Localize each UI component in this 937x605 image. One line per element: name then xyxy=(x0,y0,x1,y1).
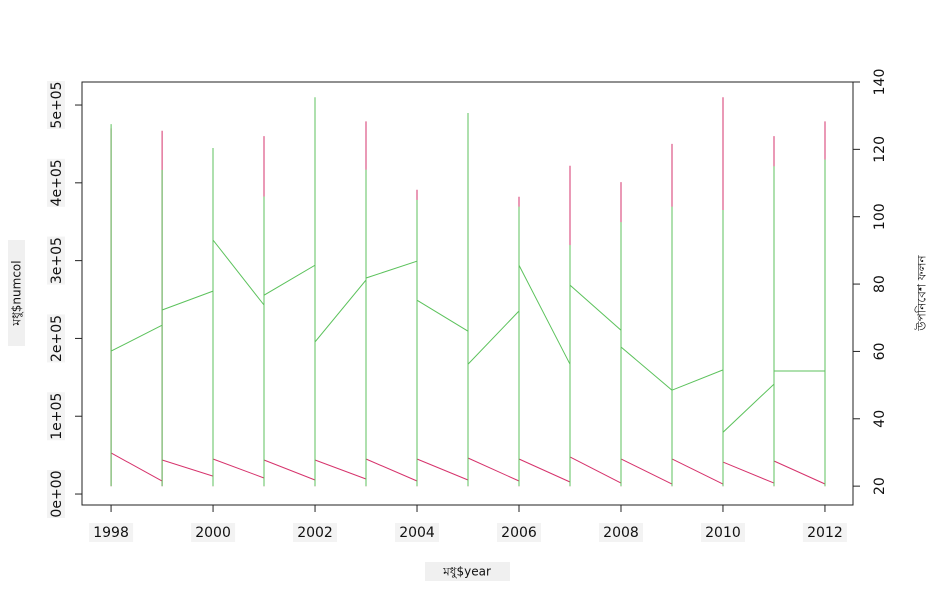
label-bg xyxy=(47,392,65,441)
label-bg xyxy=(8,240,25,346)
y-tick-label: 1e+05 xyxy=(49,393,65,440)
y2-tick-label: 80 xyxy=(872,275,888,293)
label-bg xyxy=(47,81,65,130)
y2-axis-label: উপনিবেশ ফলন xyxy=(915,254,929,331)
y2-tick-label: 100 xyxy=(872,203,888,230)
label-bg xyxy=(293,523,338,542)
y2-tick-label: 20 xyxy=(872,477,888,495)
x-tick-label: 1998 xyxy=(93,525,129,541)
y-tick-label: 4e+05 xyxy=(49,159,65,206)
y-tick-label: 3e+05 xyxy=(49,237,65,284)
y2-tick-label: 60 xyxy=(872,343,888,361)
y2-tick-label: 120 xyxy=(872,136,888,163)
x-tick-label: 2004 xyxy=(399,525,435,541)
label-bg xyxy=(700,523,745,542)
label-bg xyxy=(802,523,847,542)
label-bg xyxy=(47,236,65,285)
label-bg xyxy=(47,314,65,363)
label-bg xyxy=(191,523,236,542)
label-bg xyxy=(89,523,134,542)
series-line xyxy=(110,97,826,487)
x-axis-label: মধু$year xyxy=(442,565,491,580)
y2-tick-label: 140 xyxy=(872,69,888,96)
x-tick-label: 2006 xyxy=(501,525,537,541)
label-bg xyxy=(395,523,440,542)
label-bg xyxy=(47,470,65,519)
label-bg xyxy=(425,562,510,581)
label-bg xyxy=(47,158,65,207)
y-tick-label: 2e+05 xyxy=(49,315,65,362)
plot-box xyxy=(81,81,854,506)
x-tick-label: 2002 xyxy=(297,525,333,541)
label-bg xyxy=(598,523,643,542)
y2-tick-label: 40 xyxy=(872,410,888,428)
y-tick-label: 0e+00 xyxy=(49,470,65,517)
x-tick-label: 2012 xyxy=(807,525,843,541)
y-tick-label: 5e+05 xyxy=(49,81,65,128)
x-tick-label: 2010 xyxy=(705,525,741,541)
y-axis-label: মধু$numcol xyxy=(10,260,25,326)
label-bg xyxy=(497,523,542,542)
x-tick-label: 2000 xyxy=(195,525,231,541)
x-tick-label: 2008 xyxy=(603,525,639,541)
